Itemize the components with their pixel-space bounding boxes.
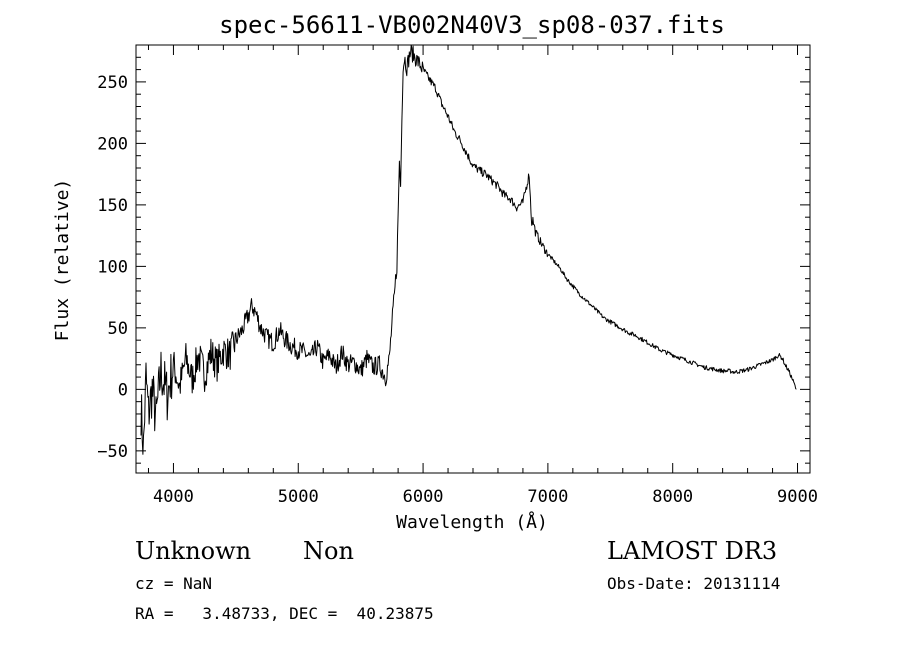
x-axis: 4000 5000 6000 7000 8000 9000 <box>147 45 818 507</box>
redshift-text: cz = NaN <box>135 574 213 593</box>
survey-label: LAMOST DR3 <box>607 537 778 565</box>
y-axis: −50 0 50 100 150 200 250 <box>97 44 810 464</box>
spectrum-line <box>140 44 797 455</box>
x-tick-label: 6000 <box>403 487 444 507</box>
x-axis-label: Wavelength (Å) <box>396 511 548 533</box>
y-tick-label: 0 <box>118 380 128 400</box>
class-label: Unknown <box>135 537 252 565</box>
y-tick-label: 50 <box>108 319 128 339</box>
chart-title: spec-56611-VB002N40V3_sp08-037.fits <box>219 11 725 39</box>
x-tick-label: 9000 <box>777 487 818 507</box>
y-tick-label: 150 <box>97 196 128 216</box>
y-tick-label: 250 <box>97 73 128 93</box>
subclass-label: Non <box>303 537 354 565</box>
y-tick-label: 200 <box>97 134 128 154</box>
plot-frame <box>135 44 811 474</box>
x-tick-label: 7000 <box>527 487 568 507</box>
x-tick-label: 8000 <box>652 487 693 507</box>
coordinates-text: RA = 3.48733, DEC = 40.23875 <box>135 604 434 623</box>
series-layer <box>140 44 797 455</box>
y-tick-label: 100 <box>97 257 128 277</box>
x-tick-label: 5000 <box>278 487 319 507</box>
y-tick-label: −50 <box>97 442 128 462</box>
obs-date-text: Obs-Date: 20131114 <box>607 574 781 593</box>
y-axis-label: Flux (relative) <box>52 179 73 342</box>
plot-area <box>135 44 811 474</box>
x-tick-label: 4000 <box>153 487 194 507</box>
